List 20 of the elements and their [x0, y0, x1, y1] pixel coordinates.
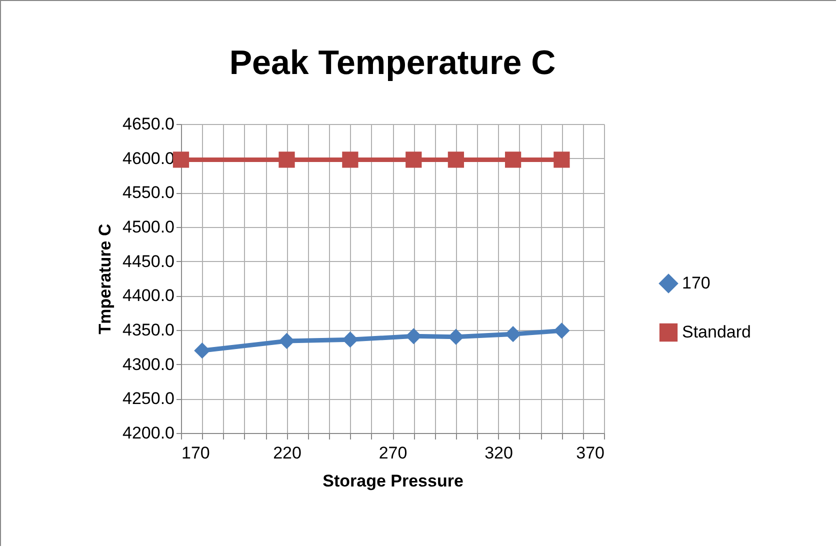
y-tick-label: 4500.0 — [122, 218, 174, 236]
x-tick-label: 220 — [273, 444, 302, 462]
chart-title: Peak Temperature C — [229, 44, 556, 82]
x-tick-label: 320 — [484, 444, 513, 462]
y-tick-label: 4300.0 — [122, 354, 174, 374]
legend-label: Standard — [682, 322, 751, 342]
y-tick-label: 4550.0 — [122, 183, 174, 202]
x-tick-label: 370 — [576, 444, 604, 462]
x-tick-label: 270 — [378, 444, 408, 462]
y-tick-label: 4250.0 — [122, 389, 174, 408]
y-tick-label: 4400.0 — [122, 286, 174, 306]
y-tick-label: 4650.0 — [122, 114, 174, 134]
y-axis-title: Tmperature C — [96, 224, 115, 334]
x-tick-label: 170 — [182, 444, 210, 462]
x-axis-title: Storage Pressure — [322, 472, 464, 490]
y-tick-label: 4350.0 — [122, 320, 174, 340]
y-tick-label: 4600.0 — [122, 148, 174, 168]
y-tick-label: 4450.0 — [122, 252, 174, 271]
y-tick-label: 4200.0 — [122, 424, 174, 442]
legend-label: 170 — [682, 274, 710, 292]
